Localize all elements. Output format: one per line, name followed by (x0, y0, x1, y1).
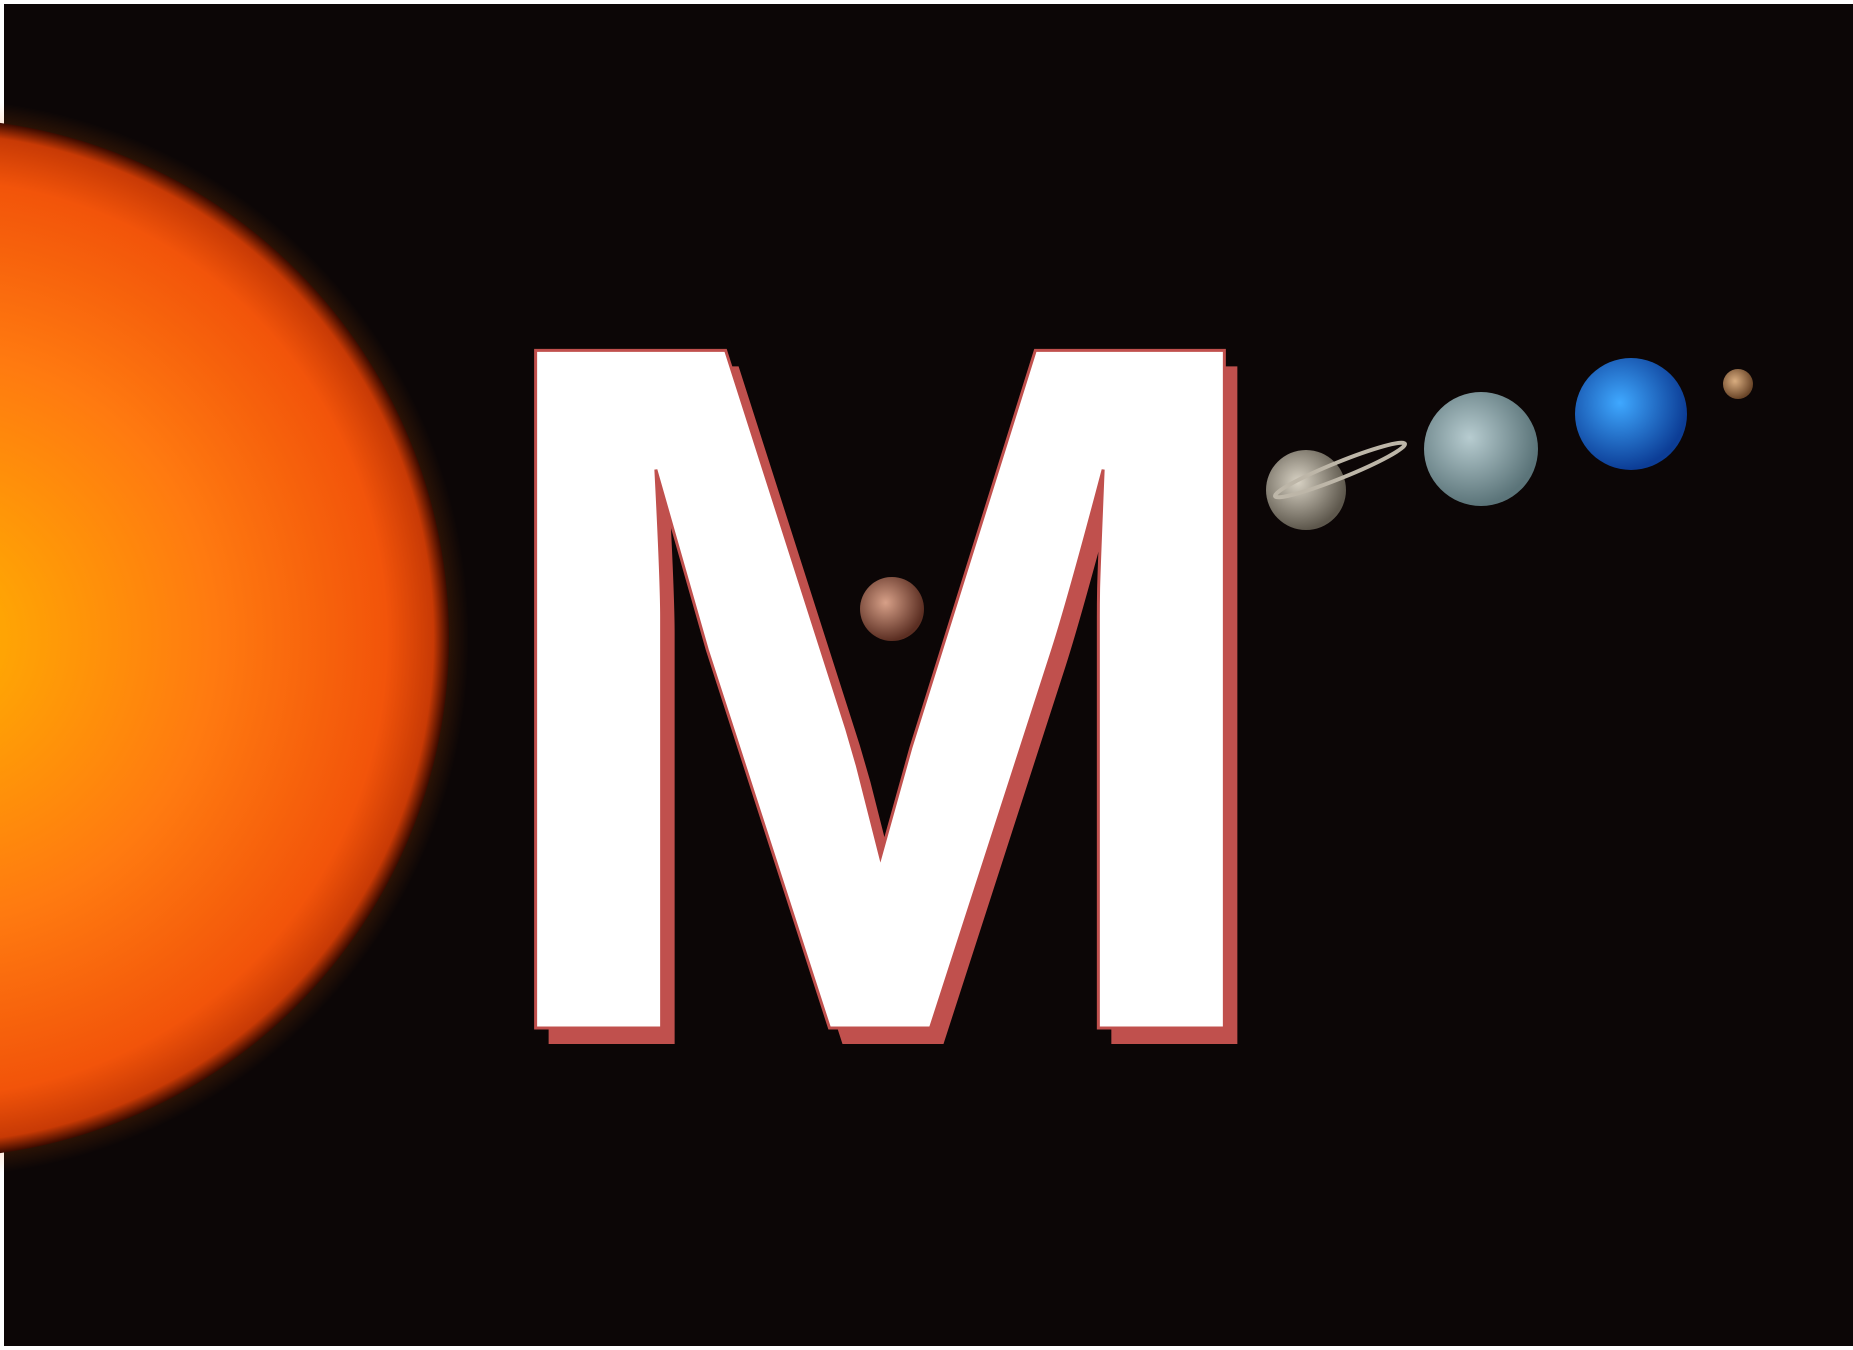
slide: M M (0, 0, 1853, 1350)
planet (1723, 369, 1753, 399)
planet (1424, 392, 1538, 506)
letter: M (470, 136, 1291, 1237)
planet (1575, 358, 1687, 470)
page: M M (() => { const data = JSON.parse(doc… (0, 0, 1853, 1350)
